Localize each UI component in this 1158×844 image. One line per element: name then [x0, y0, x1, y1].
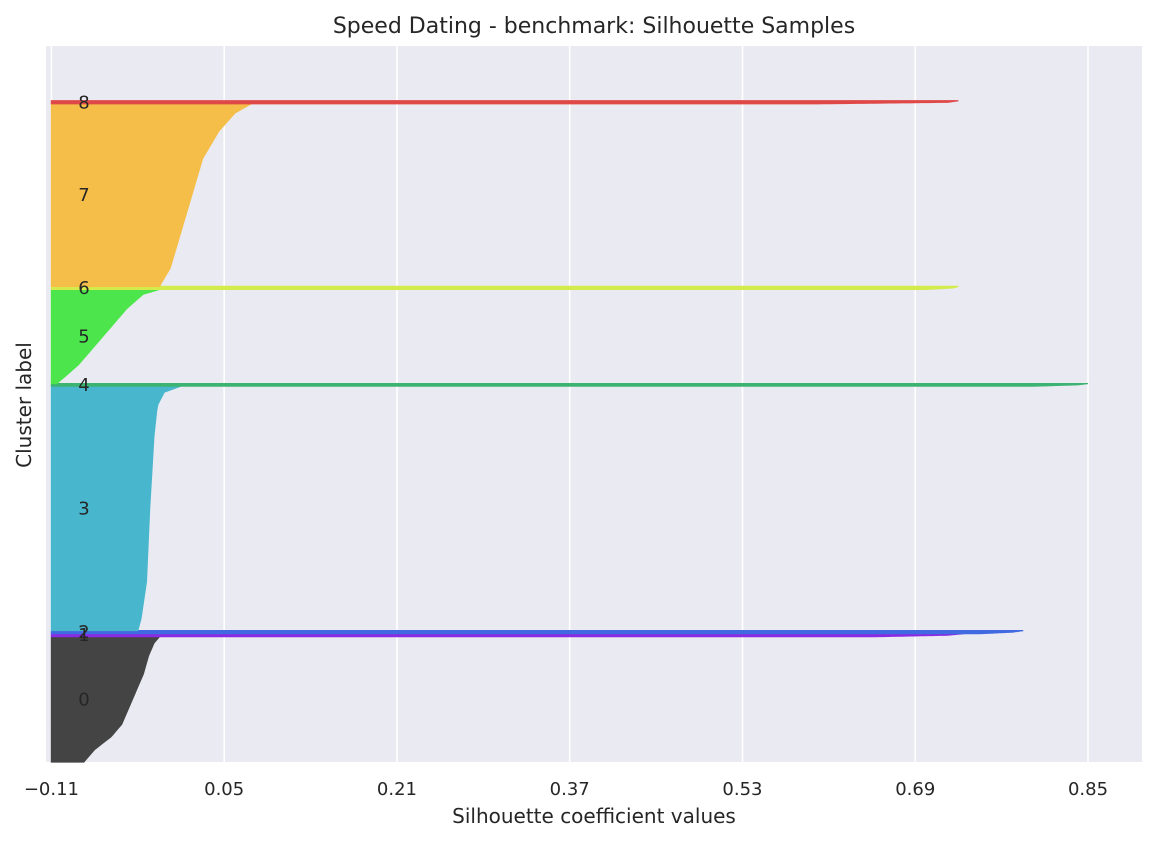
cluster-2-silhouette	[50, 629, 1024, 635]
y-tick-label: 6	[78, 278, 89, 299]
x-tick-label: 0.05	[204, 779, 244, 800]
grid-lines	[50, 46, 1089, 762]
chart-title: Speed Dating - benchmark: Silhouette Sam…	[333, 14, 855, 39]
cluster-8-silhouette	[50, 100, 959, 105]
cluster-5-silhouette	[50, 288, 160, 385]
y-tick-label: 3	[78, 498, 89, 519]
y-tick-label: 7	[78, 185, 89, 206]
cluster-3-silhouette	[50, 385, 182, 632]
x-tick-label: 0.53	[722, 779, 762, 800]
x-tick-labels: −0.11 0.05 0.21 0.37 0.53 0.69 0.85	[24, 779, 1108, 800]
x-tick-label: 0.69	[895, 779, 935, 800]
x-tick-label: −0.11	[24, 779, 79, 800]
y-tick-label: 0	[78, 689, 89, 710]
y-tick-label: 1	[78, 625, 89, 646]
y-tick-label: 5	[78, 326, 89, 347]
plot-area	[46, 46, 1142, 762]
x-tick-label: 0.21	[377, 779, 417, 800]
silhouette-bands	[50, 100, 1089, 763]
cluster-6-silhouette	[50, 285, 959, 291]
y-tick-labels: 0 12 3 4 5 6 7 8	[78, 92, 89, 710]
y-tick-label: 8	[78, 92, 89, 113]
y-tick-label: 2	[78, 622, 89, 643]
y-axis-label: Cluster label	[12, 342, 36, 468]
x-axis-label: Silhouette coefficient values	[452, 804, 736, 828]
cluster-7-silhouette	[50, 103, 254, 287]
cluster-0-silhouette	[50, 636, 161, 763]
x-tick-label: 0.37	[550, 779, 590, 800]
x-tick-label: 0.85	[1068, 779, 1108, 800]
y-tick-label: 4	[78, 375, 89, 396]
cluster-4-silhouette	[50, 382, 1089, 387]
